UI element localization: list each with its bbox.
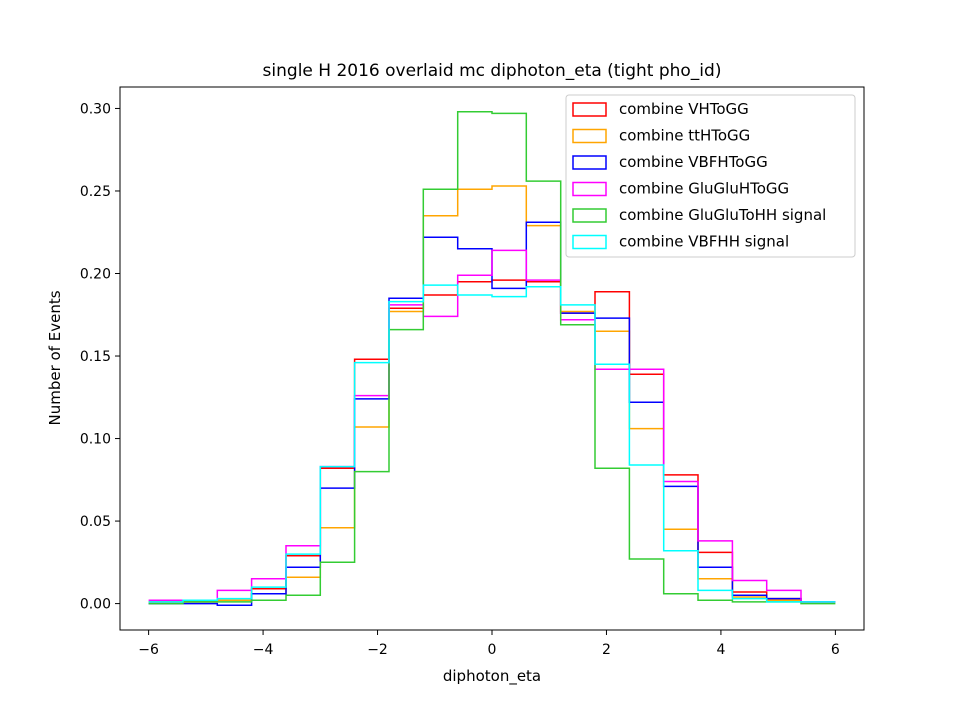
legend-label-3: combine VBFHToGG — [619, 153, 768, 171]
x-axis-label: diphoton_eta — [443, 667, 541, 686]
x-tick-label: 6 — [831, 642, 840, 658]
legend-label-2: combine ttHToGG — [619, 127, 750, 145]
series-line-6 — [148, 284, 836, 603]
y-tick-label: 0.20 — [80, 267, 111, 283]
legend-label-6: combine VBFHH signal — [619, 233, 789, 251]
series-layer — [148, 111, 836, 606]
x-tick-label: −2 — [367, 642, 388, 658]
legend-frame — [565, 94, 856, 258]
legend-swatch-6 — [572, 234, 607, 250]
legend-swatch-2 — [572, 128, 607, 144]
x-tick-label: 2 — [602, 642, 611, 658]
y-tick-label: 0.05 — [80, 514, 111, 530]
x-tick-label: −4 — [253, 642, 274, 658]
y-tick-label: 0.10 — [80, 432, 111, 448]
y-tick-label: 0.25 — [80, 184, 111, 200]
x-axis-ticks: −6 −4 −2 0 2 4 6 — [138, 630, 840, 658]
x-tick-label: −6 — [138, 642, 159, 658]
chart-title: single H 2016 overlaid mc diphoton_eta (… — [263, 61, 722, 81]
legend-label-5: combine GluGluToHH signal — [619, 206, 826, 224]
y-tick-label: 0.15 — [80, 349, 111, 365]
legend-swatch-4 — [572, 181, 607, 197]
series-line-5 — [148, 111, 836, 605]
legend-label-1: combine VHToGG — [619, 100, 749, 118]
legend: combine VHToGG combine ttHToGG combine VBF… — [565, 94, 856, 258]
x-tick-label: 0 — [488, 642, 497, 658]
legend-swatch-5 — [572, 208, 607, 223]
legend-label-4: combine GluGluHToGG — [619, 180, 789, 198]
y-tick-label: 0.30 — [80, 101, 111, 117]
y-tick-label: 0.00 — [80, 597, 111, 613]
x-tick-label: 4 — [716, 642, 725, 658]
y-axis-label: Number of Events — [46, 290, 64, 425]
y-axis-ticks: 0.00 0.05 0.10 0.15 0.20 0.25 0.30 — [80, 101, 120, 613]
legend-swatch-1 — [572, 102, 607, 117]
legend-swatch-3 — [572, 155, 607, 170]
